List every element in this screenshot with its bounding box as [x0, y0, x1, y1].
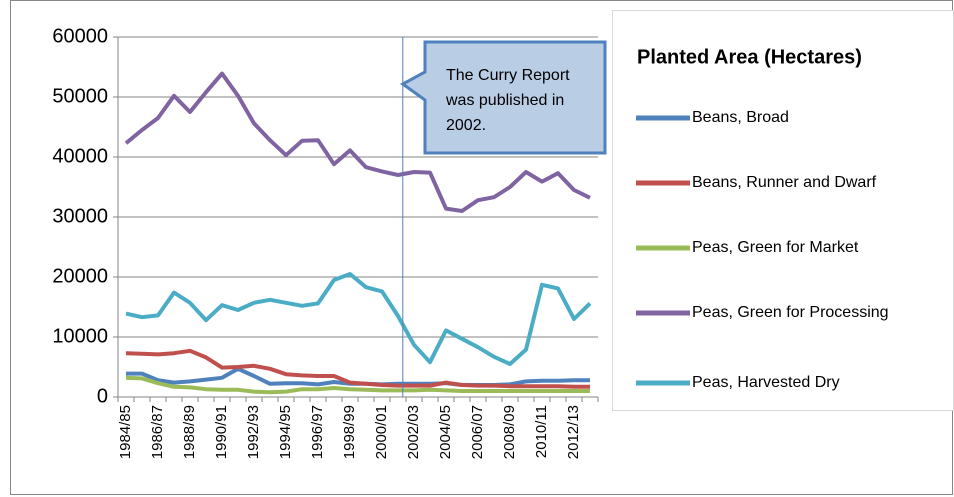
callout [399, 40, 607, 155]
x-tick-label: 1984/85 [117, 405, 134, 459]
legend-panel [612, 10, 954, 411]
annotation-text: 2002. [446, 117, 486, 134]
y-tick-label: 0 [97, 385, 108, 407]
series-line [125, 375, 590, 395]
x-tick-label: 2010/11 [533, 405, 550, 458]
y-tick-label: 30000 [52, 205, 108, 227]
series-line [124, 71, 591, 213]
y-tick-label: 10000 [52, 325, 108, 347]
series-line [125, 348, 590, 389]
x-tick-label: 2012/13 [565, 405, 582, 459]
y-tick-label: 40000 [52, 145, 108, 167]
annotation-text: was published in [445, 92, 564, 109]
legend-label: Peas, Harvested Dry [692, 374, 840, 391]
x-tick-label: 1996/97 [309, 405, 326, 459]
legend-label: Beans, Runner and Dwarf [692, 174, 877, 191]
y-tick-label: 60000 [52, 25, 108, 47]
x-tick-label: 1992/93 [245, 405, 262, 459]
x-tick-label: 1988/89 [181, 405, 198, 459]
annotation-text: The Curry Report [446, 67, 570, 84]
chart-title: Planted Area (Hectares) [637, 46, 862, 68]
y-tick-label: 50000 [52, 85, 108, 107]
x-tick-label: 1998/99 [341, 405, 358, 459]
legend-label: Peas, Green for Processing [692, 304, 889, 321]
x-tick-label: 2006/07 [469, 405, 486, 459]
x-tick-label: 1990/91 [213, 405, 230, 459]
legend-label: Peas, Green for Market [692, 239, 859, 256]
x-tick-label: 2008/09 [501, 405, 518, 459]
y-tick-label: 20000 [52, 265, 108, 287]
x-tick-label: 2004/05 [437, 405, 454, 459]
x-tick-label: 1994/95 [277, 405, 294, 459]
legend-label: Beans, Broad [692, 109, 789, 126]
x-tick-label: 1986/87 [149, 405, 166, 459]
x-tick-label: 2000/01 [373, 405, 390, 459]
series-line [125, 272, 592, 366]
x-tick-label: 2002/03 [405, 405, 422, 459]
